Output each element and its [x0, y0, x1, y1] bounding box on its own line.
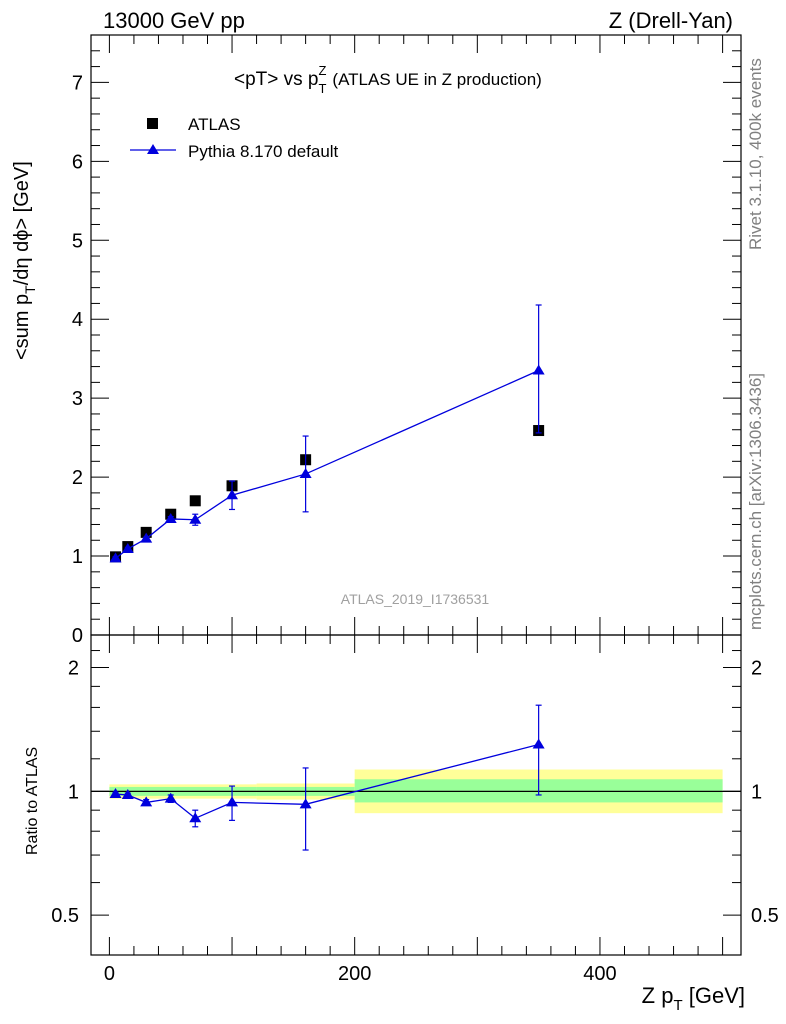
main-data-marks: [109, 304, 545, 563]
ratio-pythia-point: [164, 792, 177, 803]
ratio-pythia-point: [140, 796, 153, 807]
legend-atlas-label: ATLAS: [188, 115, 241, 134]
mcplots-label: mcplots.cern.ch [arXiv:1306.3436]: [746, 373, 765, 630]
ratio-panel: 0 200 400 0.5 0.5 1 1 2 2 Ratio to ATLAS Z pT [G…: [24, 634, 779, 1014]
atlas-point: [189, 495, 201, 507]
x-tick-label: 200: [338, 963, 371, 985]
legend-pythia-marker: [147, 144, 159, 154]
y-tick-label: 3: [72, 388, 83, 410]
legend: ATLAS Pythia 8.170 default: [130, 115, 339, 161]
legend-atlas-marker: [147, 118, 158, 129]
ratio-ylabel: Ratio to ATLAS: [24, 747, 41, 855]
ratio-data-marks: [109, 704, 545, 851]
ratio-pythia-point: [299, 798, 312, 809]
chart-title: <pT> vs pZ T (ATLAS UE in Z production): [234, 63, 542, 96]
analysis-label: ATLAS_2019_I1736531: [341, 591, 490, 607]
ratio-pythia-point: [532, 738, 545, 749]
ratio-pythia-point: [121, 788, 134, 799]
pythia-point: [164, 512, 177, 523]
pythia-point: [140, 532, 153, 543]
pythia-point: [299, 467, 312, 478]
atlas-point: [140, 526, 152, 538]
ratio-y-tick-label-right: 2: [751, 658, 762, 680]
y-tick-label: 2: [72, 467, 83, 489]
ratio-pythia-point: [189, 812, 202, 823]
ratio-pythia-point: [226, 796, 239, 807]
y-tick-label: 4: [72, 309, 83, 331]
main-axis-ticks: 0 1 2 3 4 5 6 7: [72, 34, 741, 647]
ratio-y-tick-label: 1: [68, 781, 79, 803]
ratio-axis-ticks: 0 200 400 0.5 0.5 1 1 2 2: [51, 634, 779, 985]
process-label: Z (Drell-Yan): [609, 8, 733, 33]
ratio-y-tick-label: 2: [68, 658, 79, 680]
pythia-point: [532, 364, 545, 375]
y-tick-label: 7: [72, 72, 83, 94]
ratio-y-tick-label-right: 0.5: [751, 905, 779, 927]
pythia-line: [115, 369, 539, 559]
y-tick-label: 5: [72, 230, 83, 252]
x-axis-label: Z pT [GeV]: [642, 983, 745, 1014]
main-ylabel: <sum pT/dη dϕ> [GeV]: [11, 161, 38, 360]
legend-pythia-label: Pythia 8.170 default: [188, 142, 339, 161]
ratio-y-tick-label: 0.5: [51, 905, 79, 927]
y-tick-label: 0: [72, 625, 83, 647]
energy-label: 13000 GeV pp: [103, 8, 245, 33]
pythia-point: [226, 489, 239, 500]
main-panel: 0 1 2 3 4 5 6 7 <pT> vs pZ T (ATLAS UE in Z produ…: [11, 34, 742, 647]
pythia-point: [189, 513, 202, 524]
ratio-pythia-point: [109, 788, 122, 799]
y-tick-label: 1: [72, 546, 83, 568]
pythia-point: [121, 542, 134, 553]
ratio-y-tick-label-right: 1: [751, 781, 762, 803]
rivet-label: Rivet 3.1.10, 400k events: [746, 58, 765, 250]
y-tick-label: 6: [72, 151, 83, 173]
x-tick-label: 0: [104, 963, 115, 985]
x-tick-label: 400: [583, 963, 616, 985]
pythia-point: [109, 552, 122, 563]
ratio-frame: [90, 634, 742, 956]
